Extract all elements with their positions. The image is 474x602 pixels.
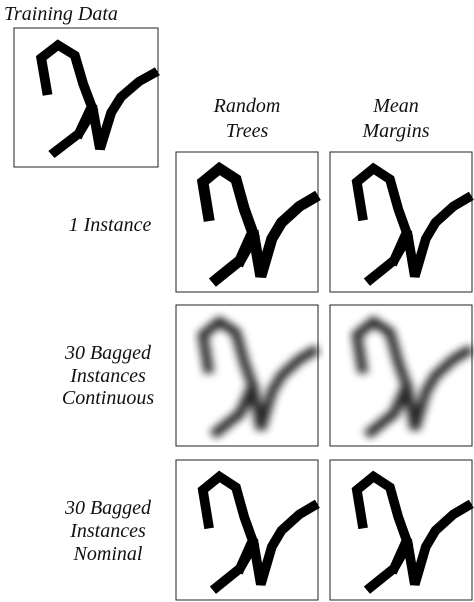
- column-header: Trees: [226, 120, 269, 142]
- row-label: Continuous: [62, 387, 154, 409]
- column-header: Random: [213, 95, 281, 117]
- row-label: Instances: [69, 365, 146, 387]
- row-label: 1 Instance: [69, 214, 152, 236]
- figure: Training Data Random Trees Mean Margins …: [0, 0, 474, 602]
- row-label: Instances: [69, 520, 146, 542]
- row-label: 30 Bagged: [64, 342, 152, 364]
- column-header: Mean: [372, 95, 419, 117]
- row-label: 30 Bagged: [64, 497, 152, 519]
- page: Training Data Random Trees Mean Margins …: [0, 0, 474, 602]
- row-label: Nominal: [73, 543, 143, 565]
- column-header: Margins: [361, 120, 429, 142]
- figure-title: Training Data: [4, 3, 118, 25]
